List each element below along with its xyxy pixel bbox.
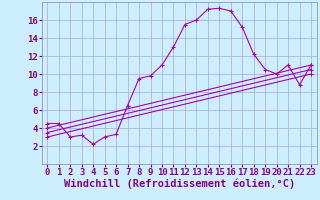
X-axis label: Windchill (Refroidissement éolien,°C): Windchill (Refroidissement éolien,°C) [64,179,295,189]
